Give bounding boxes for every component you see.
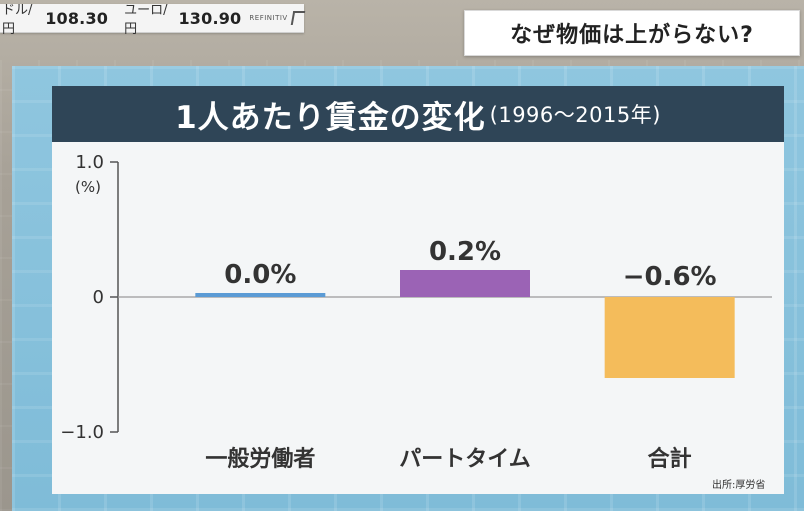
y-tick-label: 0 <box>93 287 104 308</box>
chart-panel: 1.0 0 −1.0 (%) 0.0% 一般労働者 0.2% パートタイム −0.6% 合計 <box>52 142 784 494</box>
y-tick-label: −1.0 <box>60 422 104 443</box>
bar-1 <box>400 270 530 297</box>
data-label: −0.6% <box>623 262 717 292</box>
ticker-pair1-value: 108.30 <box>45 8 109 28</box>
bar-chart: 1.0 0 −1.0 (%) 0.0% 一般労働者 0.2% パートタイム −0.6% 合計 <box>60 152 772 472</box>
category-label: パートタイム <box>399 447 531 472</box>
ticker-pair1-label: ドル/円 <box>2 3 33 37</box>
data-label: 0.2% <box>429 237 501 267</box>
currency-ticker: ドル/円 108.30 ユーロ/円 130.90 REFINITIV <box>0 3 306 37</box>
category-label: 合計 <box>648 446 692 472</box>
y-axis-unit-label: (%) <box>75 178 101 196</box>
bar-0 <box>195 293 326 297</box>
ticker-brand: REFINITIV <box>249 14 288 22</box>
ticker-pair2-label: ユーロ/円 <box>124 3 168 37</box>
chart-title: 1人あたり賃金の変化 <box>175 99 486 136</box>
topic-title: なぜ物価は上がらない? <box>510 23 754 48</box>
refinitiv-logo-icon <box>290 11 306 25</box>
bar-2 <box>604 297 735 378</box>
ticker-pair2-value: 130.90 <box>178 8 242 28</box>
data-label: 0.0% <box>224 260 296 290</box>
chart-board: 1人あたり賃金の変化 (1996〜2015年) 1.0 0 −1.0 (%) 0.0% 一… <box>12 66 804 511</box>
category-label: 一般労働者 <box>205 446 315 472</box>
source-note: 出所:厚労省 <box>712 480 766 491</box>
y-tick-label: 1.0 <box>75 152 104 173</box>
topic-banner: なぜ物価は上がらない? <box>464 10 800 56</box>
chart-title-bar: 1人あたり賃金の変化 (1996〜2015年) <box>52 86 784 142</box>
chart-subtitle: (1996〜2015年) <box>489 103 661 127</box>
